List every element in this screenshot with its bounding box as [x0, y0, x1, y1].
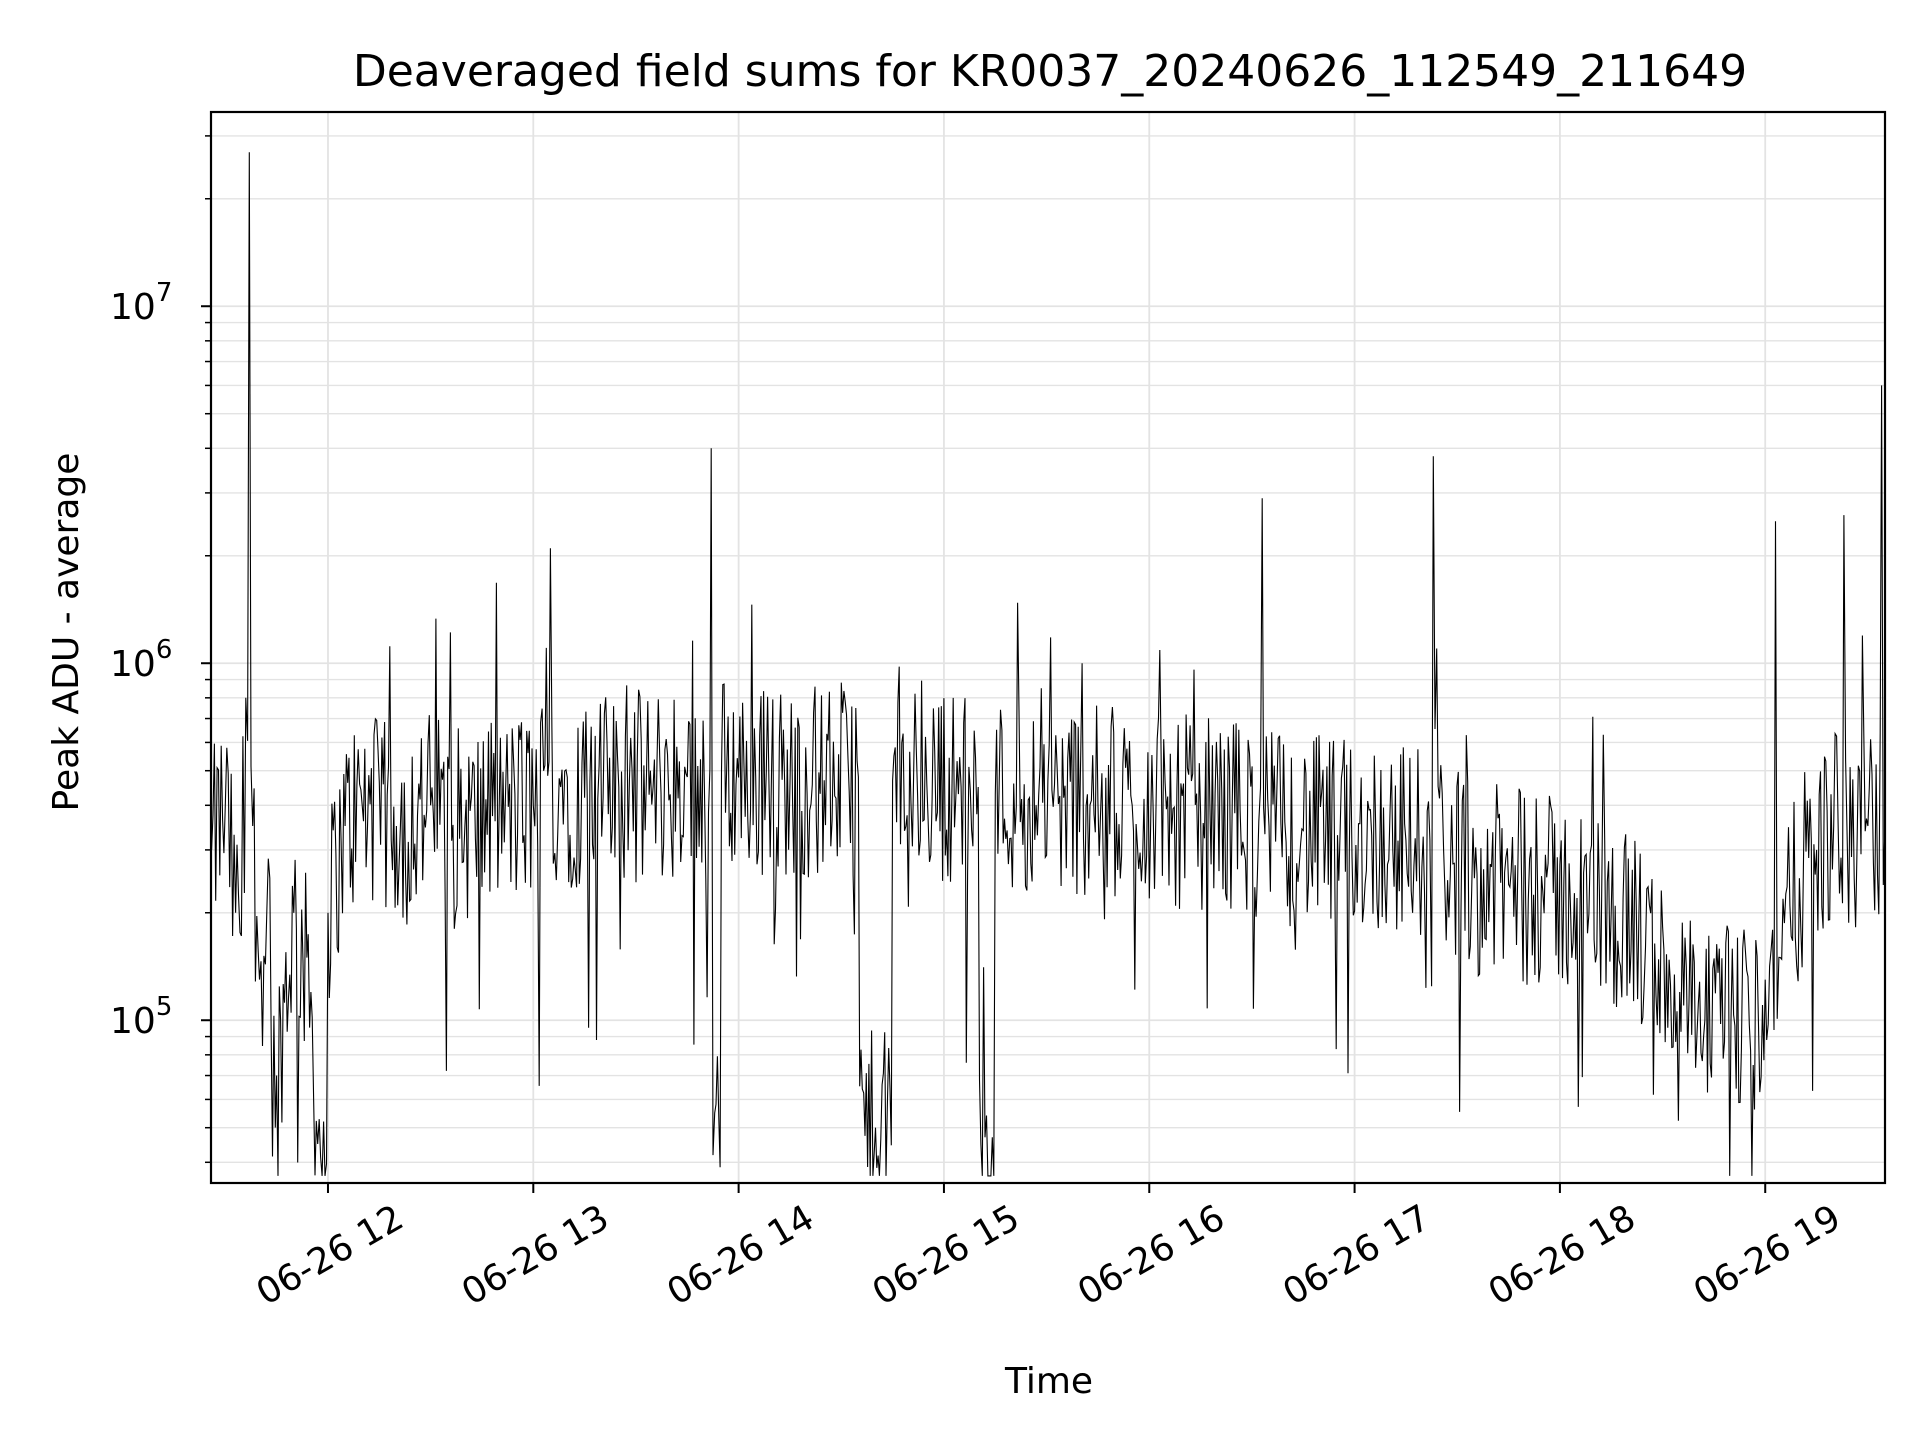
- x-tick-label: 06-26 16: [1071, 1197, 1232, 1313]
- axes-frame: [209, 110, 1887, 1185]
- x-tick-label: 06-26 14: [660, 1197, 821, 1313]
- plot-area: [211, 152, 1886, 1177]
- x-tick-label: 06-26 18: [1482, 1197, 1643, 1313]
- y-tick-base: 10: [110, 1001, 156, 1042]
- y-tick-exponent: 5: [156, 992, 173, 1022]
- x-tick-label: 06-26 13: [455, 1197, 616, 1313]
- chart-title: Deaveraged field sums for KR0037_2024062…: [353, 46, 1747, 97]
- grid: [211, 112, 1885, 1183]
- y-axis-label: Peak ADU - average: [46, 453, 87, 812]
- y-tick-base: 10: [110, 287, 156, 328]
- x-tick-label: 06-26 15: [866, 1197, 1027, 1313]
- x-axis-label: Time: [1004, 1361, 1093, 1402]
- y-tick-exponent: 6: [156, 635, 173, 665]
- series-line: [211, 152, 1886, 1177]
- x-tick-label: 06-26 12: [250, 1197, 411, 1313]
- x-tick-label: 06-26 19: [1687, 1197, 1848, 1313]
- x-tick-label: 06-26 17: [1276, 1197, 1437, 1313]
- y-tick-base: 10: [110, 644, 156, 685]
- y-tick-label: 107: [110, 278, 172, 328]
- y-tick-label: 105: [110, 992, 172, 1042]
- y-tick-exponent: 7: [156, 278, 173, 308]
- x-ticks: 06-26 12 06-26 13 06-26 14 06-26 15 06-26 16…: [250, 1183, 1848, 1314]
- y-tick-label: 106: [110, 635, 172, 685]
